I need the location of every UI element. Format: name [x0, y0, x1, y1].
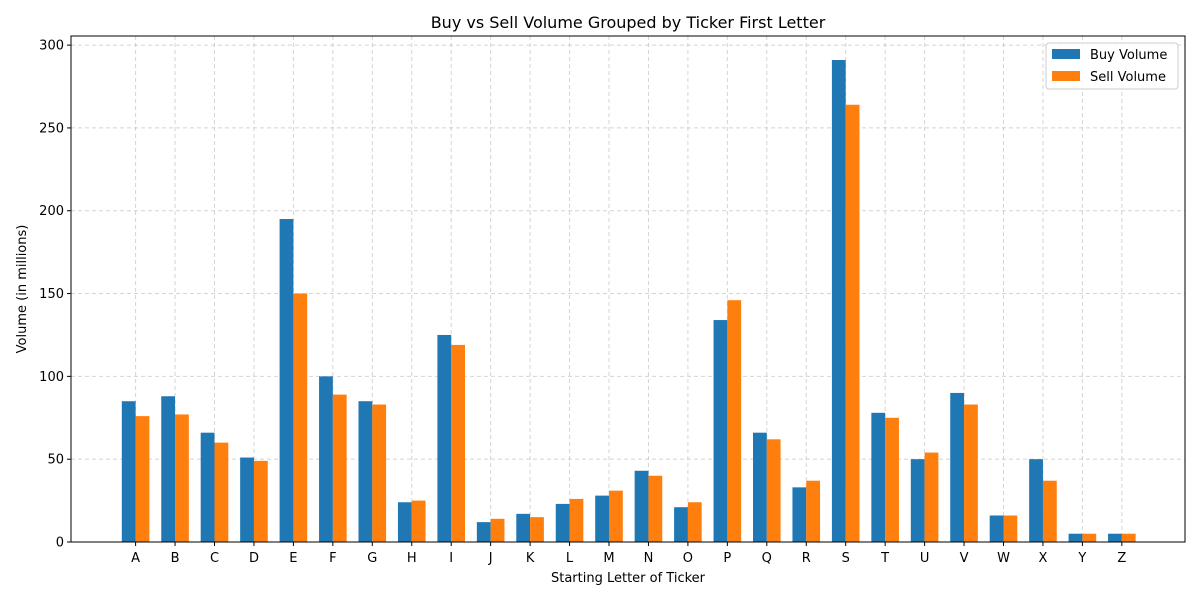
bar-sell-volume: [253, 460, 268, 542]
bar-buy-volume: [1029, 459, 1043, 542]
bar-sell-volume: [964, 404, 978, 542]
bar-buy-volume: [121, 401, 136, 542]
bar-buy-volume: [476, 522, 491, 542]
x-tick-label: J: [488, 551, 493, 566]
bar-sell-volume: [135, 416, 150, 542]
bar-sell-volume: [1121, 533, 1136, 542]
x-tick-label: A: [131, 551, 140, 566]
bar-sell-volume: [332, 394, 347, 542]
bar-sell-volume: [214, 442, 229, 542]
x-tick-label: V: [960, 551, 969, 566]
x-tick-label: S: [842, 551, 850, 566]
bar-sell-volume: [648, 475, 663, 542]
bar-sell-volume: [609, 490, 623, 542]
x-tick-label: L: [566, 551, 574, 566]
grid: [71, 36, 1185, 543]
y-axis-label: Volume (in millions): [15, 225, 30, 354]
bar-sell-volume: [806, 480, 821, 542]
bar-buy-volume: [595, 495, 609, 542]
plot-frame: [70, 35, 1186, 543]
bar-sell-volume: [451, 344, 465, 542]
y-tick-label: 300: [39, 39, 64, 54]
bar-buy-volume: [437, 334, 452, 542]
bar-buy-volume: [634, 470, 649, 542]
y-tick-label: 150: [39, 287, 64, 302]
bar-sell-volume: [530, 517, 544, 542]
y-tick-label: 50: [47, 453, 64, 468]
bar-buy-volume: [279, 219, 294, 542]
x-tick-label: R: [802, 551, 811, 566]
bars: [121, 60, 1136, 543]
x-tick-label: O: [683, 551, 693, 566]
bar-buy-volume: [950, 392, 965, 542]
y-tick-label: 0: [56, 536, 64, 551]
legend-label-sell: Sell Volume: [1090, 70, 1166, 85]
bar-sell-volume: [924, 452, 939, 542]
bar-sell-volume: [727, 300, 742, 542]
x-tick-label: K: [526, 551, 535, 566]
bar-sell-volume: [845, 104, 860, 542]
x-tick-label: Q: [762, 551, 772, 566]
y-axis: 0 50 100 150 200 250 300: [39, 39, 71, 551]
bar-buy-volume: [240, 457, 254, 542]
bar-sell-volume: [687, 502, 702, 542]
bar-buy-volume: [831, 60, 846, 543]
y-tick-label: 250: [39, 121, 64, 136]
bar-buy-volume: [792, 487, 807, 542]
x-tick-label: D: [249, 551, 259, 566]
x-tick-label: C: [210, 551, 219, 566]
bar-buy-volume: [358, 401, 373, 542]
bar-sell-volume: [569, 498, 584, 542]
bar-sell-volume: [175, 414, 189, 542]
bar-sell-volume: [1082, 533, 1097, 542]
x-tick-label: Z: [1117, 551, 1126, 566]
x-tick-label: P: [723, 551, 731, 566]
bar-buy-volume: [200, 432, 215, 542]
legend-swatch-sell: [1052, 71, 1080, 81]
x-tick-label: G: [367, 551, 377, 566]
bar-buy-volume: [674, 507, 688, 542]
y-tick-label: 200: [39, 204, 64, 219]
bar-buy-volume: [910, 459, 925, 542]
bar-buy-volume: [871, 412, 886, 542]
bar-buy-volume: [1068, 533, 1083, 542]
y-tick-label: 100: [39, 370, 64, 385]
bar-sell-volume: [411, 500, 426, 542]
bar-sell-volume: [490, 518, 505, 542]
x-tick-label: M: [603, 551, 614, 566]
x-tick-label: Y: [1077, 551, 1086, 566]
bar-buy-volume: [1108, 533, 1122, 542]
bar-sell-volume: [885, 417, 899, 542]
bar-sell-volume: [766, 439, 781, 542]
bar-buy-volume: [516, 513, 531, 542]
legend-swatch-buy: [1052, 49, 1080, 59]
x-tick-label: X: [1038, 551, 1047, 566]
x-tick-label: U: [920, 551, 930, 566]
bar-sell-volume: [293, 293, 308, 542]
bar-sell-volume: [372, 404, 387, 542]
chart-title: Buy vs Sell Volume Grouped by Ticker Fir…: [431, 13, 826, 32]
x-tick-label: B: [171, 551, 180, 566]
x-tick-label: W: [997, 551, 1010, 566]
bar-sell-volume: [1003, 515, 1018, 542]
bar-sell-volume: [1042, 480, 1057, 542]
bar-buy-volume: [161, 396, 176, 542]
x-tick-label: I: [449, 551, 453, 566]
x-tick-label: E: [289, 551, 297, 566]
bar-buy-volume: [713, 320, 728, 542]
bar-buy-volume: [319, 376, 333, 542]
bar-buy-volume: [989, 515, 1004, 542]
legend: Buy Volume Sell Volume: [1045, 42, 1179, 90]
bar-buy-volume: [397, 502, 412, 542]
legend-label-buy: Buy Volume: [1090, 48, 1167, 63]
x-tick-label: T: [880, 551, 889, 566]
bar-buy-volume: [753, 432, 767, 542]
x-tick-label: N: [644, 551, 654, 566]
x-axis-label: Starting Letter of Ticker: [551, 571, 706, 586]
x-tick-label: F: [329, 551, 336, 566]
bar-buy-volume: [555, 503, 570, 542]
x-tick-label: H: [407, 551, 417, 566]
x-axis: A B C D E F G H I J K L M N O P Q R S T U V W X Y Z: [131, 542, 1126, 566]
